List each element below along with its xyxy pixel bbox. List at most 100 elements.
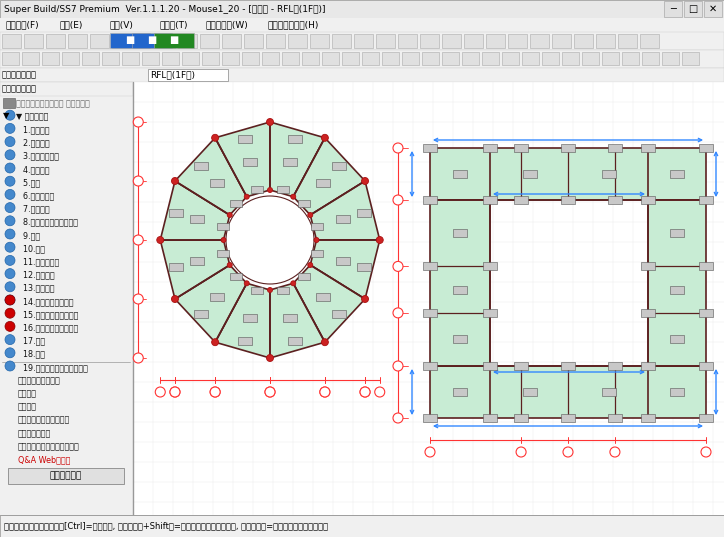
Circle shape — [157, 236, 164, 243]
Circle shape — [516, 447, 526, 457]
Text: 5.荷重: 5.荷重 — [18, 178, 40, 187]
Bar — [453, 229, 467, 237]
Circle shape — [227, 213, 232, 217]
Bar — [24, 34, 43, 48]
Bar — [664, 1, 682, 17]
Bar — [243, 314, 258, 322]
Circle shape — [170, 387, 180, 397]
Bar — [596, 34, 615, 48]
Bar — [2, 52, 19, 65]
Circle shape — [5, 335, 15, 345]
Circle shape — [308, 263, 313, 267]
Bar — [133, 82, 724, 515]
Polygon shape — [175, 265, 247, 342]
Bar — [699, 309, 713, 317]
Bar — [0, 50, 724, 68]
Circle shape — [265, 387, 275, 397]
Circle shape — [5, 150, 15, 160]
Circle shape — [265, 387, 275, 397]
Bar — [530, 34, 549, 48]
Text: 2.計算条件: 2.計算条件 — [18, 139, 50, 148]
Text: 12.断面算定: 12.断面算定 — [18, 271, 54, 280]
Bar — [376, 34, 395, 48]
Bar — [422, 52, 439, 65]
Bar — [670, 336, 684, 344]
Circle shape — [227, 263, 232, 267]
Bar — [230, 273, 242, 280]
Circle shape — [5, 136, 15, 147]
Bar — [483, 414, 497, 422]
Circle shape — [5, 268, 15, 279]
Circle shape — [5, 282, 15, 292]
Circle shape — [133, 176, 143, 186]
Text: ■: ■ — [148, 35, 156, 45]
Bar — [310, 34, 329, 48]
Circle shape — [5, 308, 15, 318]
Bar — [282, 158, 297, 165]
Bar — [514, 144, 528, 152]
Bar — [641, 309, 655, 317]
Text: 19.デフォルトデータの保存: 19.デフォルトデータの保存 — [18, 363, 88, 372]
Circle shape — [5, 202, 15, 213]
Circle shape — [244, 281, 249, 286]
Polygon shape — [215, 284, 270, 358]
Bar — [288, 135, 302, 143]
Bar — [244, 34, 263, 48]
Text: ▼ データ入力: ▼ データ入力 — [16, 112, 49, 121]
Bar — [210, 179, 224, 187]
Circle shape — [393, 361, 403, 371]
Bar — [288, 34, 307, 48]
Text: 13.基瞐計算: 13.基瞐計算 — [18, 284, 54, 293]
Circle shape — [308, 213, 313, 217]
Text: 解析指定: 解析指定 — [18, 389, 37, 398]
Bar — [641, 362, 655, 370]
Bar — [602, 388, 615, 396]
Bar — [316, 179, 330, 187]
Bar — [336, 215, 350, 223]
Bar — [251, 287, 264, 294]
Bar — [298, 273, 311, 280]
Bar — [277, 186, 289, 193]
Circle shape — [425, 447, 435, 457]
Text: 4.使用材料: 4.使用材料 — [18, 165, 49, 174]
Text: ヘルプ・解説書(H): ヘルプ・解説書(H) — [268, 20, 319, 30]
Bar — [169, 209, 182, 217]
Bar — [110, 33, 150, 48]
Circle shape — [244, 194, 249, 199]
Bar — [194, 162, 208, 170]
Text: ▼: ▼ — [3, 111, 9, 120]
Circle shape — [5, 190, 15, 199]
Polygon shape — [175, 138, 247, 215]
Bar — [202, 52, 219, 65]
Bar — [222, 34, 241, 48]
Circle shape — [267, 187, 272, 192]
Bar — [453, 286, 467, 294]
Bar — [0, 18, 724, 32]
Bar — [486, 34, 505, 48]
Circle shape — [133, 235, 143, 245]
Bar — [423, 263, 437, 271]
Bar — [430, 366, 706, 418]
Circle shape — [172, 178, 178, 185]
Bar — [561, 144, 575, 152]
Text: 15.部材刑力の直接入力: 15.部材刑力の直接入力 — [18, 310, 78, 319]
Bar — [243, 158, 258, 165]
Bar — [602, 170, 615, 178]
Bar — [332, 310, 346, 318]
Circle shape — [393, 262, 403, 271]
Bar — [699, 144, 713, 152]
Bar — [423, 196, 437, 204]
Bar — [670, 388, 684, 396]
Bar — [342, 52, 359, 65]
Bar — [430, 148, 706, 200]
Text: 9.刑性: 9.刑性 — [18, 231, 40, 240]
Circle shape — [266, 354, 274, 361]
Polygon shape — [293, 138, 365, 215]
Bar — [699, 362, 713, 370]
Text: 解析指定（デバッグ用 同一プロセ: 解析指定（デバッグ用 同一プロセ — [16, 99, 90, 108]
Bar — [608, 144, 622, 152]
Bar — [154, 33, 194, 48]
Bar — [288, 337, 302, 345]
Circle shape — [5, 110, 15, 120]
Circle shape — [320, 387, 330, 397]
